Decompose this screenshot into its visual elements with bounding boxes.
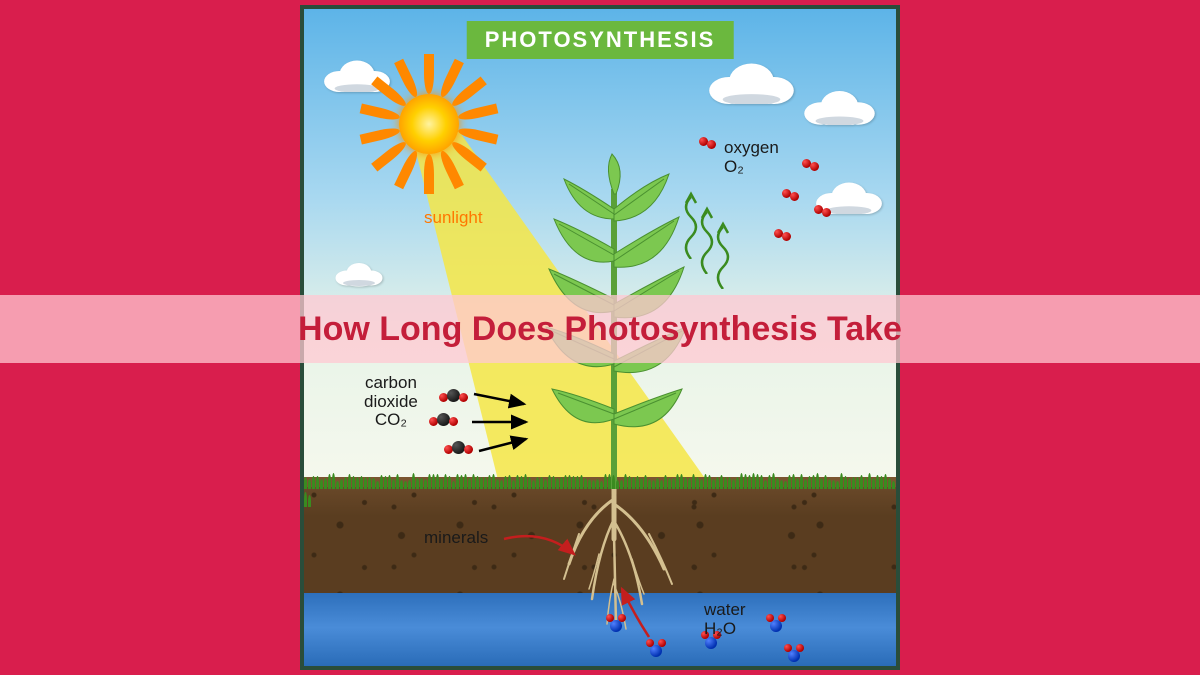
h2o-molecule xyxy=(782,644,806,662)
sun-icon xyxy=(374,69,484,179)
h2o-molecule xyxy=(764,614,788,632)
overlay-band: How Long Does Photosynthesis Take xyxy=(0,295,1200,363)
cloud-icon xyxy=(802,87,877,125)
roots-icon xyxy=(554,479,684,659)
co2-molecule xyxy=(439,389,469,405)
h2o-molecule xyxy=(644,639,668,657)
h2o-molecule xyxy=(604,614,628,632)
co2-label: carbondioxideCO₂ xyxy=(364,374,418,430)
o2-molecule xyxy=(782,189,802,201)
oxygen-wave-arrow xyxy=(708,219,738,294)
minerals-label: minerals xyxy=(424,529,488,548)
o2-molecule xyxy=(774,229,794,241)
overlay-title: How Long Does Photosynthesis Take xyxy=(298,310,902,349)
o2-molecule xyxy=(802,159,822,171)
oxygen-label: oxygenO₂ xyxy=(724,139,779,176)
water-label: waterH₂O xyxy=(704,601,746,638)
cloud-icon xyxy=(704,59,799,104)
grass-strip xyxy=(304,471,896,487)
o2-molecule xyxy=(699,137,719,149)
cloud-icon xyxy=(334,259,384,287)
co2-molecule xyxy=(429,413,459,429)
co2-molecule xyxy=(444,441,474,457)
sunlight-label: sunlight xyxy=(424,209,483,228)
diagram-title: PHOTOSYNTHESIS xyxy=(467,21,734,59)
o2-molecule xyxy=(814,205,834,217)
